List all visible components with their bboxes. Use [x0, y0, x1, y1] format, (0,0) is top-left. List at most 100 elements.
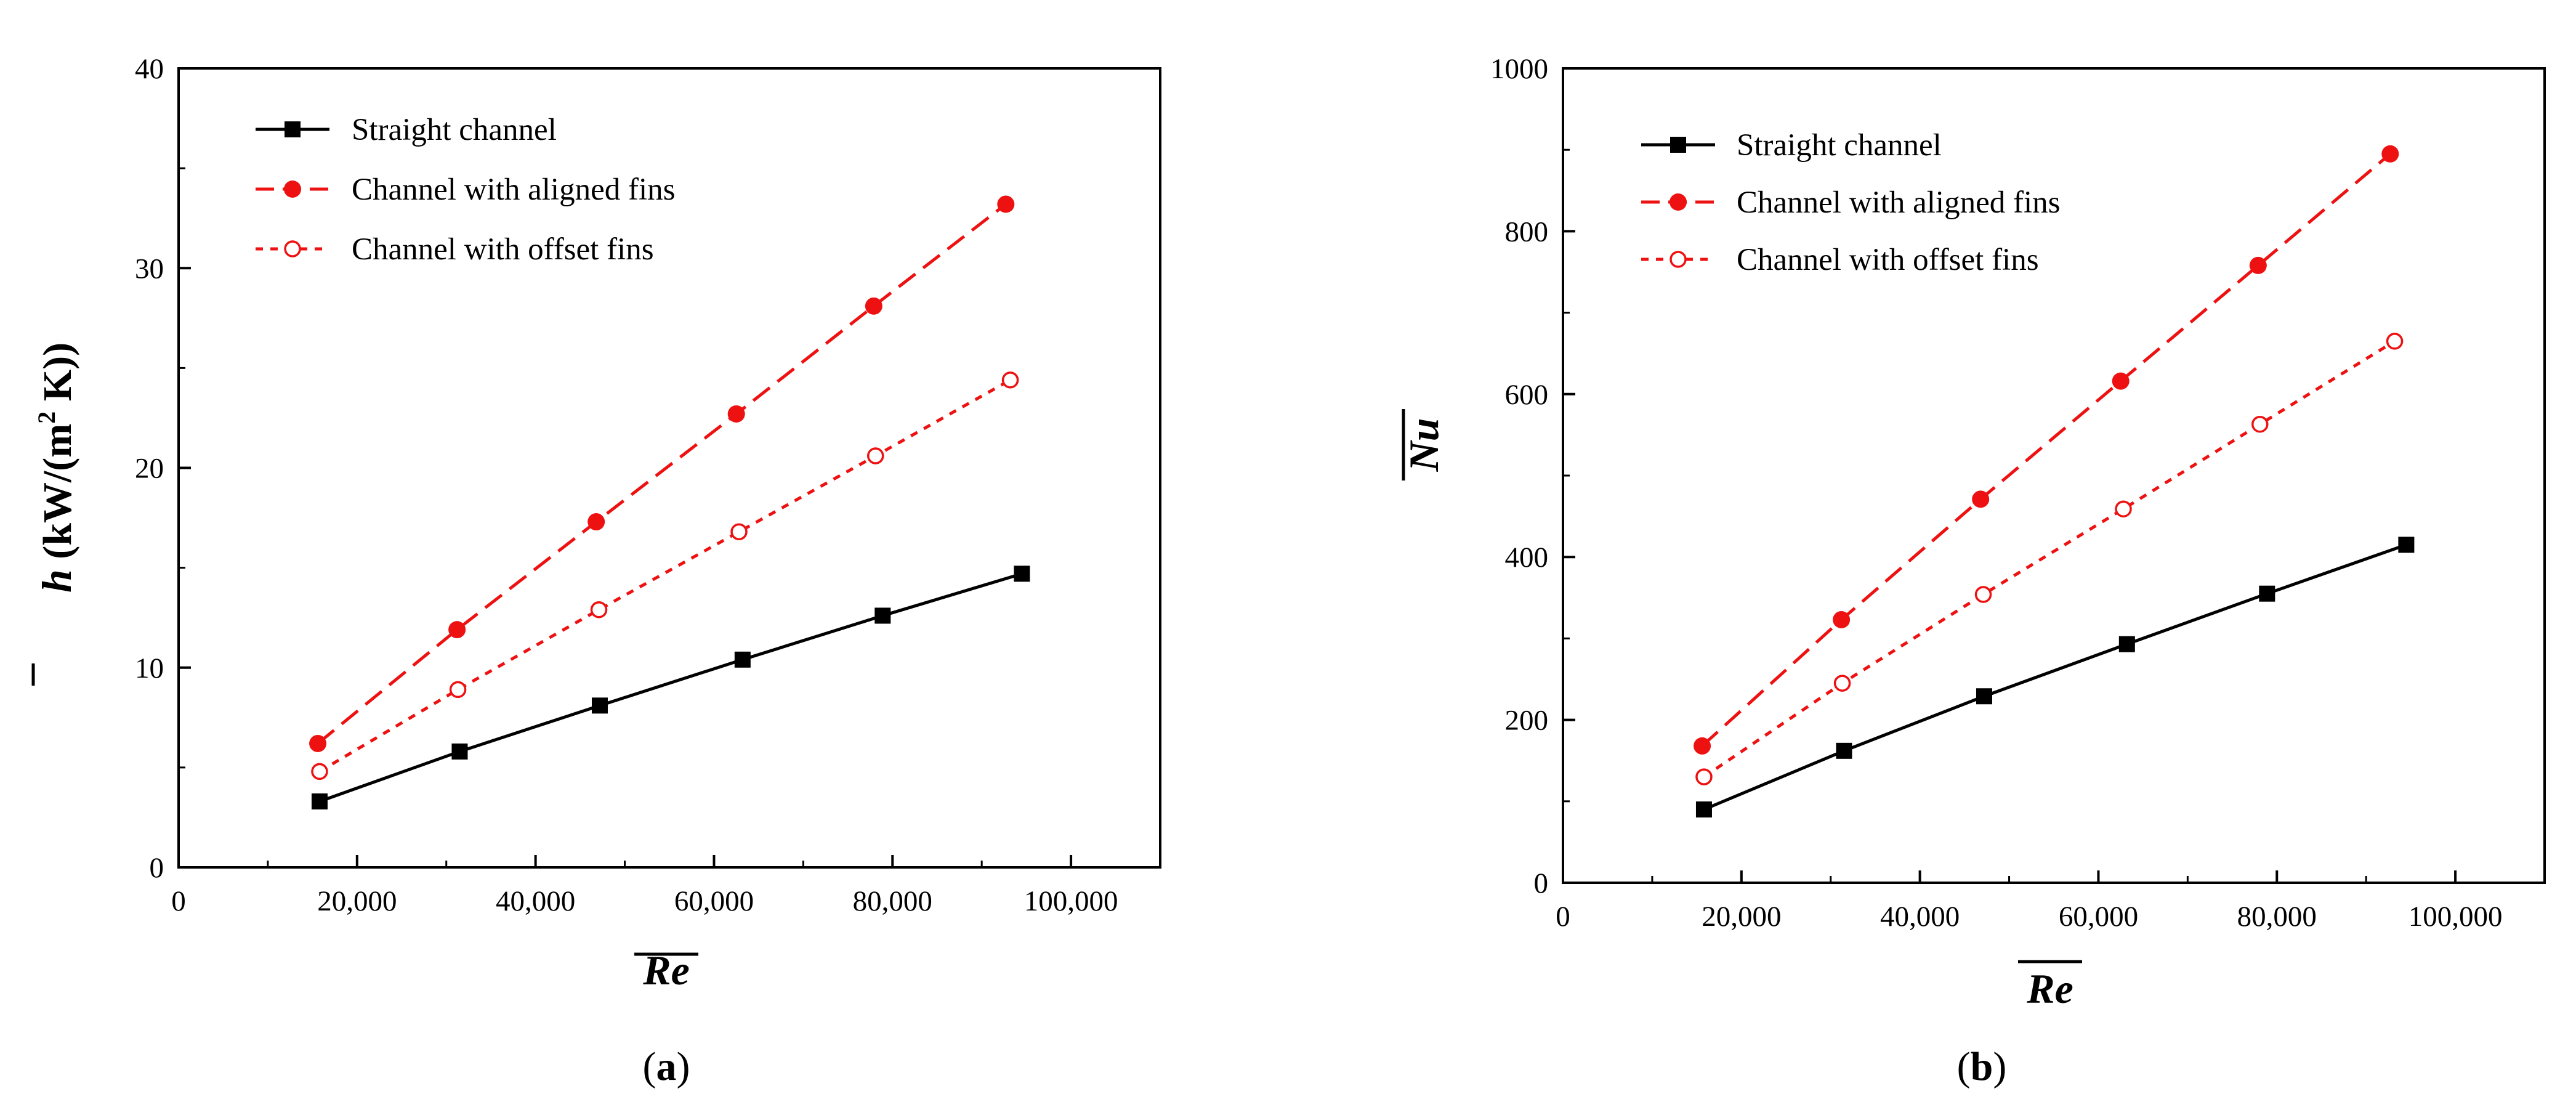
x-tick-label: 80,000 [2237, 901, 2317, 933]
data-point-aligned [448, 621, 466, 639]
x-tick-label: 60,000 [674, 885, 754, 917]
series-line-aligned [1701, 152, 2391, 747]
data-point-aligned [309, 734, 327, 752]
y-axis-label: Nu [1400, 409, 1447, 480]
data-point-aligned [865, 297, 882, 315]
x-tick-label: 20,000 [317, 885, 397, 917]
y-axis-label: h (kW/(m2 K)) [31, 343, 80, 686]
y-tick-label: 10 [135, 652, 164, 684]
x-tick-label: 80,000 [853, 885, 932, 917]
legend-entry-aligned: Channel with aligned fins [256, 172, 676, 207]
legend-marker [1670, 193, 1687, 211]
panel-caption-b: (b) [1957, 1044, 2007, 1089]
legend-label: Channel with aligned fins [1737, 185, 2061, 220]
data-point-offset [2386, 333, 2404, 350]
data-point-offset [590, 601, 608, 618]
data-point-straight [591, 697, 608, 714]
y-axis-label-text: h (kW/(m2 K)) [33, 343, 80, 593]
x-axis-label: Re [634, 947, 698, 994]
x-tick-label: 0 [171, 885, 186, 917]
data-point-aligned [1694, 737, 1711, 755]
legend-entry-straight: Straight channel [256, 113, 557, 147]
series-straight [311, 566, 1030, 809]
y-axis-units-post: K)) [35, 343, 80, 412]
legend-marker [285, 121, 301, 137]
data-point-straight [2259, 585, 2275, 602]
data-point-offset [1695, 768, 1713, 785]
data-point-offset [1974, 586, 1992, 603]
data-point-aligned [2112, 372, 2130, 390]
data-point-aligned [2249, 256, 2267, 274]
legend-label: Channel with offset fins [352, 232, 654, 267]
legend-marker [284, 240, 301, 257]
data-point-straight [311, 793, 328, 809]
axis-ticks: 0 20,000 40,000 60,000 80,000 100,000 0 200 400 6… [1490, 53, 2502, 933]
data-point-straight [1836, 742, 1852, 759]
x-tick-label: 60,000 [2059, 901, 2138, 933]
y-tick-label: 600 [1505, 379, 1549, 411]
data-point-aligned [587, 513, 605, 531]
chart-panel-a: 0 20,000 40,000 60,000 80,000 100,000 0 10 20 30 4… [31, 53, 1161, 1089]
x-tick-label: 100,000 [2408, 901, 2503, 933]
y-axis-units-superscript: 2 [33, 412, 60, 424]
legend-marker [1670, 137, 1686, 153]
data-point-straight [451, 743, 468, 760]
data-point-offset [449, 681, 467, 699]
data-point-straight [1014, 566, 1030, 582]
data-point-offset [1833, 675, 1851, 692]
panel-letter-a: a [656, 1044, 677, 1089]
data-point-aligned [997, 195, 1015, 213]
series-offset [1695, 333, 2404, 785]
legend-marker [284, 180, 301, 198]
series-line-offset [1703, 339, 2396, 779]
legend-marker [1670, 251, 1687, 268]
y-axis-symbol: h [33, 569, 80, 593]
x-tick-label: 100,000 [1024, 885, 1118, 917]
data-point-straight [874, 607, 891, 624]
x-axis-label-text: Re [2026, 965, 2073, 1012]
axis-ticks: 0 20,000 40,000 60,000 80,000 100,000 0 10 20 30 4… [135, 53, 1118, 917]
chart-panel-b: 0 20,000 40,000 60,000 80,000 100,000 0 200 400 6… [1400, 53, 2546, 1089]
y-axis-units-pre: (kW/(m [35, 424, 80, 569]
data-point-straight [2398, 537, 2415, 553]
data-point-straight [1976, 688, 1992, 705]
legend: Straight channel Channel with aligned fin… [1641, 128, 2061, 277]
panel-letter-b: b [1971, 1044, 1993, 1089]
data-point-offset [866, 447, 884, 464]
legend-label: Channel with offset fins [1737, 243, 2039, 277]
y-tick-label: 400 [1505, 541, 1549, 574]
series-group [309, 195, 1030, 809]
y-tick-label: 0 [1534, 867, 1549, 899]
series-group [1694, 145, 2415, 818]
legend-label: Straight channel [352, 113, 557, 147]
legend-entry-aligned: Channel with aligned fins [1641, 185, 2061, 220]
data-point-straight [1695, 801, 1712, 818]
legend-entry-straight: Straight channel [1641, 128, 1942, 163]
data-point-straight [734, 651, 751, 668]
legend-entry-offset: Channel with offset fins [1641, 243, 2039, 277]
legend: Straight channel Channel with aligned fin… [256, 113, 676, 267]
data-point-aligned [1833, 610, 1851, 628]
y-tick-label: 200 [1505, 705, 1549, 737]
x-tick-label: 20,000 [1702, 901, 1781, 933]
data-point-aligned [2381, 145, 2399, 163]
x-tick-label: 0 [1556, 901, 1570, 933]
legend-entry-offset: Channel with offset fins [256, 232, 654, 267]
series-line-straight [1703, 543, 2407, 811]
y-tick-label: 40 [135, 53, 164, 85]
data-point-offset [2115, 500, 2132, 517]
y-tick-label: 1000 [1490, 53, 1548, 85]
data-point-offset [730, 523, 748, 541]
y-tick-label: 800 [1505, 216, 1549, 248]
legend-label: Channel with aligned fins [352, 172, 676, 207]
data-point-offset [311, 763, 328, 780]
legend-label: Straight channel [1737, 128, 1942, 163]
data-point-aligned [727, 405, 745, 423]
series-aligned [1694, 145, 2399, 755]
series-offset [311, 371, 1019, 780]
series-aligned [309, 195, 1015, 752]
series-line-straight [319, 572, 1023, 803]
x-tick-label: 40,000 [496, 885, 575, 917]
data-point-offset [1001, 371, 1019, 389]
